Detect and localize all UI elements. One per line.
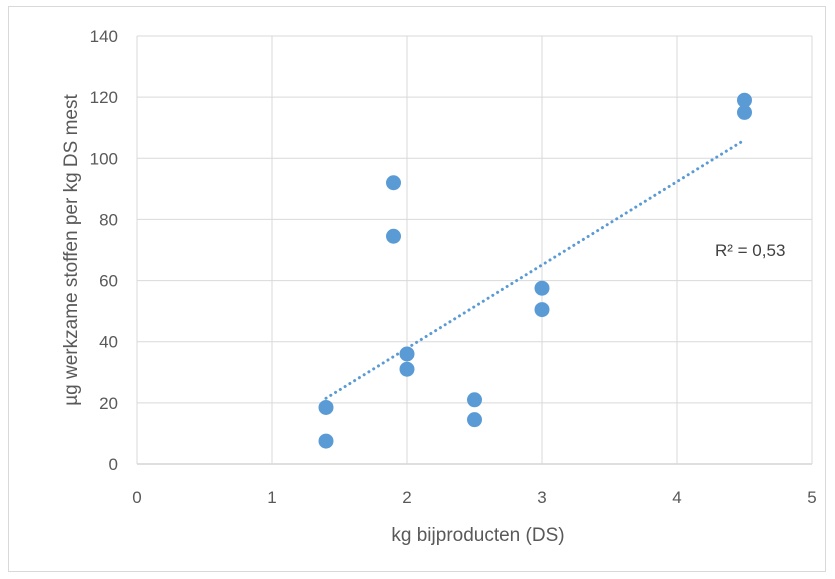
x-axis-tick-labels: 0 1 2 3 4 5 <box>132 488 816 507</box>
chart-area <box>8 6 826 572</box>
y-tick-label: 80 <box>99 210 118 229</box>
data-point <box>467 392 482 408</box>
data-point <box>386 175 401 191</box>
data-point <box>467 412 482 428</box>
trendline-path <box>324 138 746 400</box>
y-tick-label: 100 <box>90 149 118 168</box>
y-tick-label: 0 <box>109 455 118 474</box>
x-tick-label: 2 <box>402 488 411 507</box>
x-tick-label: 4 <box>672 488 681 507</box>
data-point <box>737 104 752 120</box>
y-axis-title: µg werkzame stoffen per kg DS mest <box>61 94 82 406</box>
trendline <box>324 138 746 400</box>
x-tick-label: 0 <box>132 488 141 507</box>
x-tick-label: 5 <box>807 488 816 507</box>
data-point <box>318 433 334 449</box>
y-tick-label: 20 <box>99 394 118 413</box>
y-tick-label: 40 <box>99 333 118 352</box>
x-axis-title: kg bijproducten (DS) <box>391 525 564 546</box>
y-tick-label: 60 <box>99 272 118 291</box>
y-tick-label: 140 <box>90 27 118 46</box>
x-tick-label: 1 <box>267 488 276 507</box>
data-point <box>399 346 415 362</box>
data-point <box>386 228 401 244</box>
data-point <box>399 361 415 377</box>
data-point <box>318 399 334 415</box>
data-point <box>534 302 550 318</box>
r-squared-annotation: R² = 0,53 <box>715 241 785 260</box>
data-points <box>318 92 752 449</box>
y-tick-label: 120 <box>90 88 118 107</box>
data-point <box>534 280 550 296</box>
x-tick-label: 3 <box>537 488 546 507</box>
y-axis-tick-labels: 0 20 40 60 80 100 120 140 <box>90 27 118 474</box>
gridlines <box>136 35 813 465</box>
